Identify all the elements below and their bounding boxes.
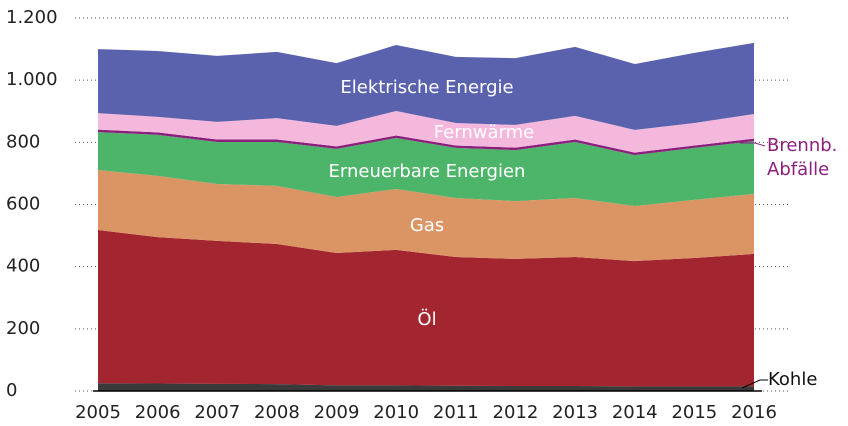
area bbox=[98, 42, 754, 130]
area bbox=[98, 383, 754, 391]
x-tick-label: 2013 bbox=[552, 402, 598, 423]
x-tick-label: 2007 bbox=[194, 402, 240, 423]
series-label: Gas bbox=[410, 215, 444, 236]
area bbox=[98, 110, 754, 153]
y-tick-label: 400 bbox=[6, 256, 40, 277]
y-tick-label: 0 bbox=[6, 380, 17, 401]
y-tick-label: 1.200 bbox=[6, 7, 58, 28]
y-tick-label: 1.000 bbox=[6, 69, 58, 90]
area bbox=[98, 132, 754, 207]
series-label: Öl bbox=[417, 308, 436, 330]
y-tick-label: 200 bbox=[6, 318, 40, 339]
y-tick-label: 800 bbox=[6, 131, 40, 152]
x-tick-label: 2009 bbox=[314, 402, 360, 423]
x-tick-label: 2016 bbox=[731, 402, 777, 423]
x-tick-label: 2012 bbox=[493, 402, 539, 423]
leader-line bbox=[740, 142, 766, 147]
x-tick-label: 2008 bbox=[254, 402, 300, 423]
series-label: Fernwärme bbox=[434, 122, 534, 143]
series-label: Erneuerbare Energien bbox=[329, 161, 526, 182]
x-tick-label: 2015 bbox=[671, 402, 717, 423]
area bbox=[98, 169, 754, 262]
x-tick-label: 2014 bbox=[612, 402, 658, 423]
series-label: Brennb. Abfälle bbox=[767, 135, 838, 180]
y-tick-label: 600 bbox=[6, 194, 40, 215]
series-label: Elektrische Energie bbox=[340, 77, 513, 98]
area bbox=[98, 129, 754, 156]
leader-line bbox=[741, 379, 768, 389]
x-tick-label: 2005 bbox=[75, 402, 121, 423]
series-label: Kohle bbox=[768, 369, 817, 390]
x-tick-label: 2010 bbox=[373, 402, 419, 423]
area bbox=[98, 229, 754, 387]
x-tick-label: 2011 bbox=[433, 402, 479, 423]
x-tick-label: 2006 bbox=[135, 402, 181, 423]
